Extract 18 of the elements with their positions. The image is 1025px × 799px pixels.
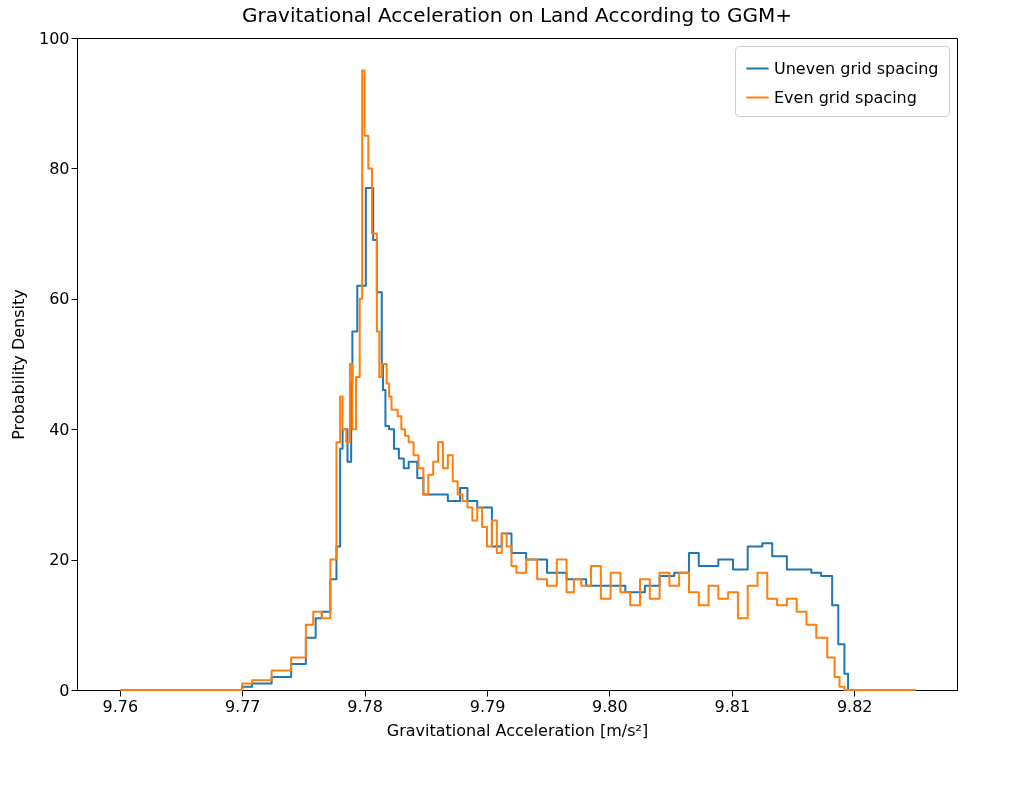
y-tick-label: 20 — [49, 550, 70, 570]
x-axis-title: Gravitational Acceleration [m/s²] — [386, 720, 649, 740]
x-tick-label: 9.82 — [836, 696, 873, 716]
x-tick-label: 9.81 — [714, 696, 751, 716]
y-axis-title: Probability Density — [8, 289, 28, 440]
x-tick-label: 9.79 — [469, 696, 506, 716]
legend-label: Uneven grid spacing — [774, 58, 939, 78]
y-tick-label: 40 — [49, 419, 70, 439]
chart-title: Gravitational Acceleration on Land According to GGM+ — [242, 3, 792, 27]
y-tick-label: 100 — [38, 28, 70, 48]
y-tick-label: 80 — [49, 158, 70, 178]
y-tick-label: 0 — [59, 680, 70, 700]
x-tick-label: 9.76 — [102, 696, 139, 716]
legend-label: Even grid spacing — [774, 87, 917, 107]
x-tick-label: 9.77 — [224, 696, 261, 716]
y-tick-label: 60 — [49, 289, 70, 309]
x-tick-label: 9.80 — [592, 696, 628, 716]
x-tick-label: 9.78 — [347, 696, 383, 716]
